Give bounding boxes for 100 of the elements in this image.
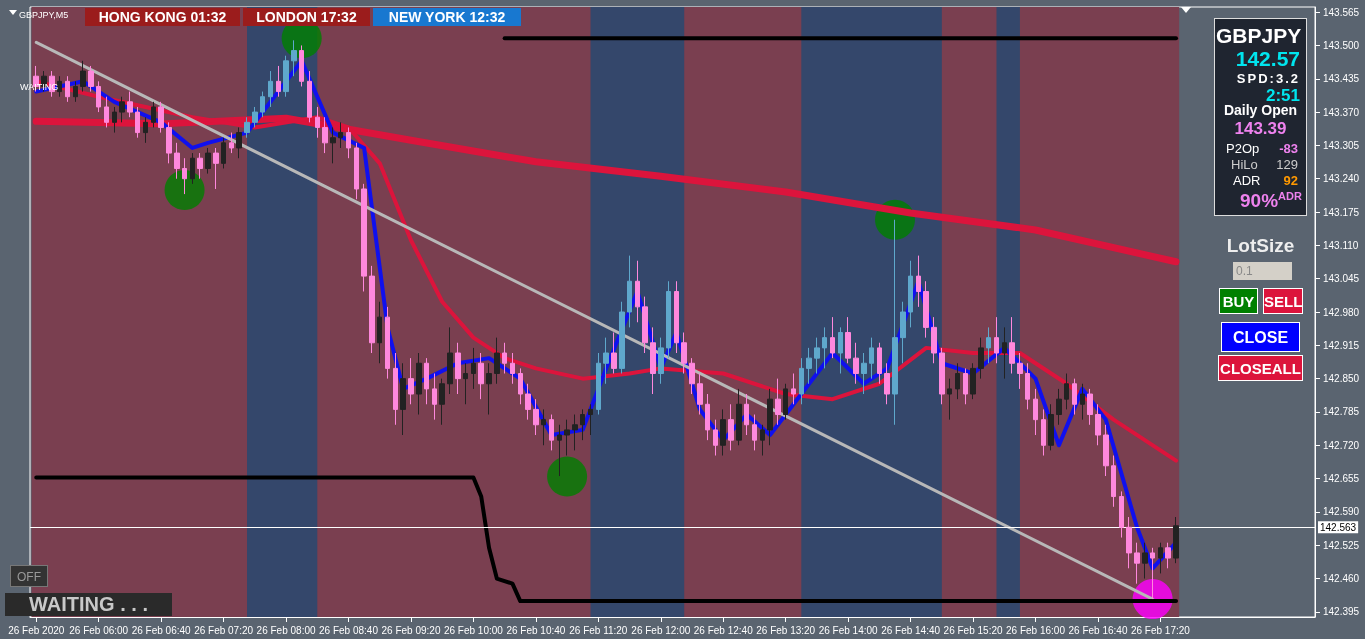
candlestick (650, 326, 656, 395)
candlestick (96, 80, 101, 113)
candlestick (88, 65, 94, 93)
x-tick-label: 26 Feb 08:40 (319, 624, 379, 636)
candlestick (283, 55, 289, 98)
candlestick (588, 403, 593, 436)
candlestick (978, 337, 984, 380)
candlestick (752, 414, 757, 451)
x-tick-label: 26 Feb 06:00 (69, 624, 129, 636)
candlestick (158, 101, 164, 134)
candlestick (502, 342, 507, 375)
candlestick (322, 116, 328, 154)
text-field: 0.1 (1233, 262, 1292, 280)
candlestick (557, 424, 562, 477)
candlestick (424, 357, 429, 405)
x-tick-label: 26 Feb 06:40 (131, 624, 192, 636)
button: OFF (10, 565, 48, 587)
candlestick (221, 137, 226, 169)
candlestick (315, 106, 320, 139)
candlestick (611, 332, 617, 375)
candlestick (549, 414, 554, 451)
candlestick (963, 367, 968, 405)
candlestick (291, 39, 297, 77)
candlestick (572, 414, 578, 451)
candlestick (346, 126, 351, 159)
annotation: 2:51 (1264, 86, 1300, 105)
candlestick (229, 132, 234, 154)
candlestick (393, 352, 398, 426)
candlestick (119, 96, 125, 123)
point (547, 456, 588, 497)
candlestick (127, 91, 133, 118)
status-box: WAITING . . . (5, 593, 172, 616)
y-tick-label: 142.395 (1323, 606, 1360, 618)
candlestick (299, 44, 304, 87)
label-tag: HONG KONG 01:32 (85, 8, 240, 26)
candlestick (510, 352, 515, 385)
candlestick (853, 342, 859, 385)
candlestick (674, 280, 679, 354)
candlestick (182, 157, 187, 195)
label-tag: NEW YORK 12:32 (373, 8, 521, 26)
candlestick (361, 183, 367, 292)
candlestick (525, 383, 531, 421)
candlestick (884, 362, 890, 405)
candlestick (1064, 373, 1069, 410)
candlestick (369, 265, 375, 354)
ref-line-label: 142.563 (1320, 521, 1357, 533)
button: SELL (1263, 288, 1303, 314)
candlestick (166, 121, 172, 164)
candlestick (1056, 388, 1062, 426)
candlestick (494, 337, 500, 385)
candlestick (806, 347, 812, 385)
candlestick (80, 60, 86, 93)
candlestick (416, 352, 422, 416)
candlestick (377, 301, 382, 364)
candlestick (736, 388, 742, 446)
y-tick-label: 142.655 (1323, 473, 1360, 485)
candlestick (635, 260, 640, 323)
y-tick-label: 143.045 (1323, 273, 1360, 285)
candlestick (1103, 424, 1109, 477)
candlestick (931, 316, 937, 364)
y-tick-label: 143.110 (1323, 239, 1359, 251)
candlestick (1041, 408, 1046, 457)
candlestick (564, 419, 570, 457)
point (164, 170, 205, 210)
candlestick (830, 316, 835, 359)
x-tick-label: 26 Feb 10:40 (506, 624, 566, 636)
candlestick (260, 91, 265, 118)
candlestick (400, 362, 406, 436)
annotation: LotSize (1225, 235, 1296, 257)
candlestick (845, 316, 851, 364)
candlestick (190, 152, 195, 185)
y-tick-label: 143.435 (1323, 73, 1360, 85)
candlestick (666, 280, 671, 359)
x-tick-label: 26 Feb 2020 (8, 624, 65, 636)
candlestick (268, 70, 273, 108)
candlestick (947, 378, 952, 421)
x-tick-label: 26 Feb 07:20 (194, 624, 254, 636)
y-tick-label: 143.305 (1323, 139, 1360, 151)
candlestick (939, 347, 945, 405)
annotation: 90%$^{ADR}$ (1240, 190, 1302, 213)
annotation: SPD:3.2 (1235, 71, 1300, 86)
candlestick (471, 347, 476, 390)
x-tick-label: 26 Feb 11:20 (569, 624, 628, 636)
label-tag: LONDON 17:32 (243, 8, 370, 26)
x-tick-label: 26 Feb 14:40 (881, 624, 941, 636)
x-tick-label: 26 Feb 10:00 (443, 624, 504, 636)
candlestick (861, 352, 867, 395)
candlestick (463, 362, 468, 405)
candlestick (814, 337, 820, 375)
x-tick-label: 26 Feb 12:00 (631, 624, 691, 636)
y-tick-label: 142.460 (1323, 573, 1360, 585)
button: CLOSE (1221, 322, 1300, 352)
candlestick (603, 337, 609, 385)
candlestick (112, 106, 117, 134)
candlestick (1119, 490, 1124, 539)
candlestick (908, 260, 913, 328)
candlestick (923, 280, 929, 339)
candlestick (783, 383, 788, 421)
x-tick-label: 26 Feb 17:20 (1130, 624, 1191, 636)
y-tick-label: 143.370 (1323, 106, 1360, 118)
